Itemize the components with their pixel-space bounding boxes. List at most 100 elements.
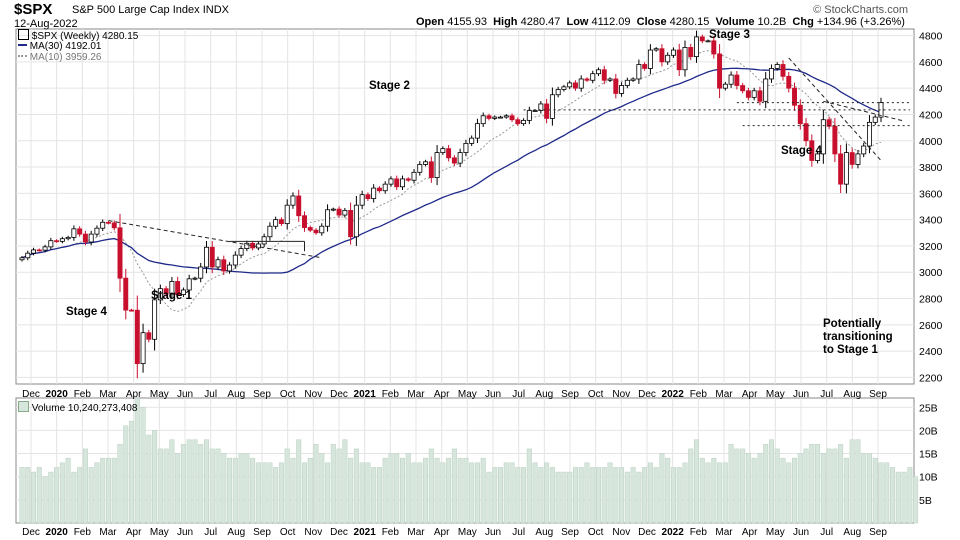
volume-bar — [711, 457, 717, 524]
price-x-tick-label: Nov — [612, 389, 630, 400]
candle-up — [140, 332, 146, 365]
volume-bar — [163, 448, 169, 524]
volume-bar — [365, 462, 371, 524]
price-tick-label: 3800 — [919, 162, 943, 174]
exchange-label: INDX — [202, 4, 229, 16]
candle-up — [157, 288, 163, 301]
candle-up — [232, 254, 238, 266]
volume-bar — [359, 462, 365, 524]
candle-up — [555, 89, 561, 96]
candle-up — [474, 123, 480, 139]
candle-up — [469, 137, 475, 144]
candle-up — [59, 238, 65, 242]
candle-up — [244, 242, 250, 249]
volume-bar — [31, 471, 37, 524]
candle-up — [722, 83, 728, 89]
price-x-tick-label: Mar — [407, 389, 425, 400]
price-tick-label: 2400 — [919, 346, 943, 358]
volume-bar — [169, 439, 175, 524]
candle-down — [446, 148, 452, 159]
candle-down — [584, 78, 590, 81]
volume-bar — [699, 457, 705, 524]
legend-price-text: $SPX (Weekly) 4280.15 — [31, 31, 139, 42]
price-tick-label: 3200 — [919, 241, 943, 253]
price-x-tick-label: Jun — [793, 389, 809, 400]
price-tick-label: 2200 — [919, 372, 943, 384]
price-x-tick-label: Sep — [253, 389, 271, 400]
volume-x-tick-label: Mar — [715, 527, 733, 538]
candle-up — [417, 164, 423, 173]
price-tick-label: 4800 — [919, 31, 943, 43]
volume-bar — [59, 462, 65, 524]
volume-bar — [25, 467, 31, 524]
candle-up — [411, 171, 417, 181]
volume-bar — [157, 448, 163, 524]
price-x-tick-label: Jun — [177, 389, 193, 400]
change-value: +134.96 (+3.26%) — [816, 16, 905, 28]
candle-up — [538, 103, 544, 111]
legend-volume-text: Volume 10,240,273,408 — [31, 403, 138, 414]
volume-bar — [526, 448, 532, 524]
candle-down — [307, 227, 313, 231]
volume-bar — [261, 462, 267, 524]
volume-x-tick-label: Nov — [612, 527, 630, 538]
volume-x-tick-label: Dec — [330, 527, 348, 538]
volume-bar — [596, 467, 602, 524]
candle-down — [129, 309, 135, 312]
candle-up — [400, 178, 405, 188]
volume-bar — [486, 471, 492, 524]
low-value: 4112.09 — [591, 16, 631, 28]
volume-bar — [797, 453, 803, 524]
price-x-tick-label: Apr — [742, 389, 758, 400]
price-x-tick-label: Sep — [869, 389, 887, 400]
volume-bar — [342, 439, 348, 524]
candle-up — [330, 208, 336, 211]
volume-bar — [227, 457, 233, 524]
volume-tick-label: 20B — [919, 425, 938, 437]
ma30-line — [21, 67, 882, 274]
volume-bar — [457, 457, 463, 524]
volume-x-tick-label: Jul — [512, 527, 525, 538]
candle-up — [665, 54, 671, 63]
candle-down — [209, 246, 215, 268]
volume-bar — [301, 462, 307, 524]
volume-bar — [561, 471, 567, 524]
volume-x-tick-label: Apr — [742, 527, 758, 538]
price-x-tick-label: Aug — [227, 389, 245, 400]
candle-up — [751, 90, 757, 98]
volume-bar — [146, 434, 152, 524]
volume-tick-label: 5B — [919, 495, 932, 507]
price-x-tick-label: Feb — [382, 389, 400, 400]
candle-up — [728, 74, 734, 85]
volume-bar — [336, 448, 342, 524]
legend-ma30-swatch — [18, 44, 27, 46]
candle-down — [36, 249, 42, 252]
candle-up — [682, 47, 688, 71]
volume-bar — [388, 453, 394, 524]
volume-bar — [474, 462, 480, 524]
volume-bar — [642, 467, 648, 524]
volume-bar — [82, 448, 88, 524]
ohlc-readout: Open 4155.93 High 4280.47 Low 4112.09 Cl… — [416, 16, 905, 28]
volume-bar — [872, 457, 878, 524]
volume-x-tick-label: Nov — [304, 527, 322, 538]
volume-bar — [584, 462, 590, 524]
volume-bar — [123, 425, 129, 524]
volume-bar — [705, 462, 711, 524]
volume-bar — [71, 471, 77, 524]
volume-bar — [215, 448, 221, 524]
volume-bar — [578, 467, 584, 524]
candle-down — [394, 178, 400, 188]
volume-bar — [94, 462, 100, 524]
volume-bar — [405, 453, 411, 524]
volume-bar — [913, 476, 919, 524]
candle-up — [198, 266, 204, 279]
volume-bar — [549, 467, 555, 524]
candle-up — [94, 227, 100, 235]
candle-up — [630, 78, 636, 81]
volume-bar — [480, 457, 486, 524]
candle-down — [792, 87, 797, 106]
candle-up — [434, 152, 440, 178]
volume-x-tick-label: Jun — [485, 527, 501, 538]
candle-down — [757, 90, 763, 102]
